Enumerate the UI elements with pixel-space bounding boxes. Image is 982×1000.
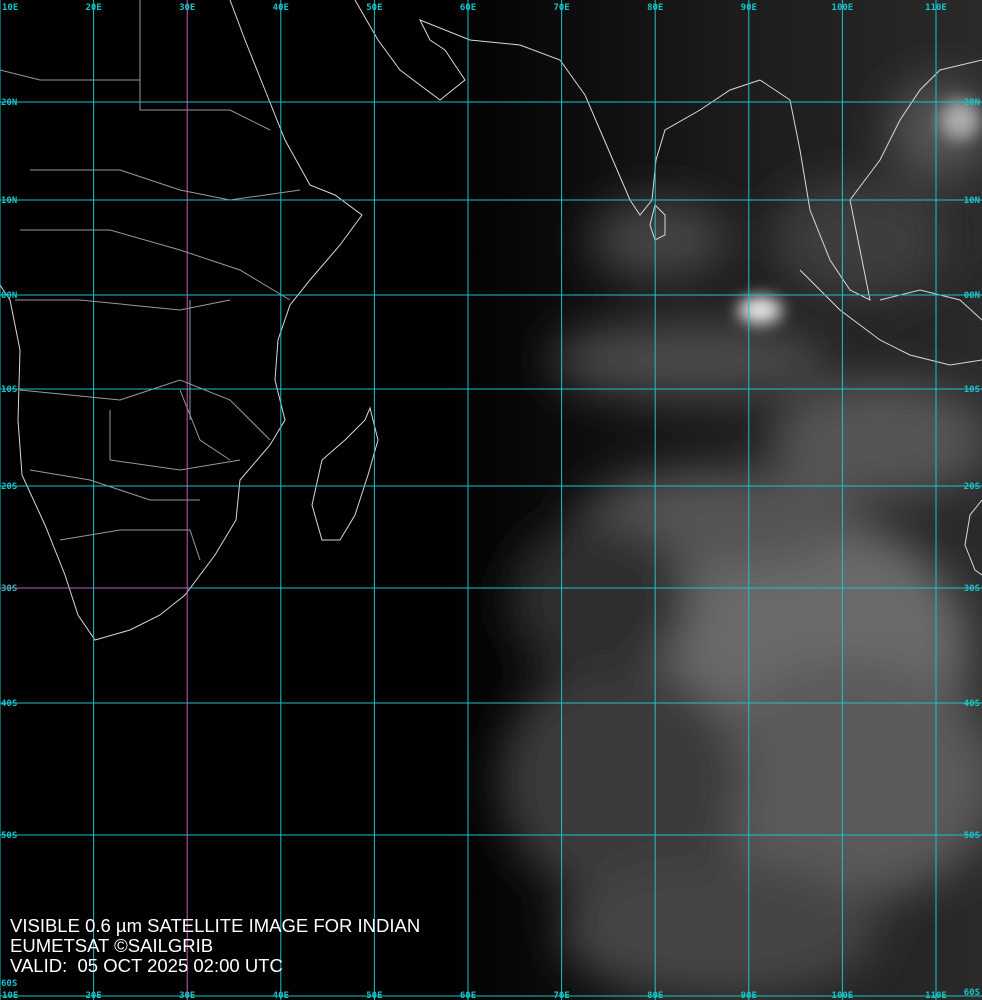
madagascar-coastline	[311, 406, 379, 541]
lat-label-right: 40S	[964, 699, 980, 709]
lat-label-left: 00N	[1, 291, 17, 301]
lon-label-top: 20E	[85, 3, 101, 13]
lat-label-right: 30S	[964, 584, 980, 594]
lat-label-right: 60S	[964, 988, 980, 998]
convective-cloud	[738, 296, 782, 324]
arabia-coastline	[354, 0, 586, 101]
africa-coastline	[0, 0, 363, 641]
lon-label-top: 50E	[366, 3, 382, 13]
lon-label-top: 10E	[2, 3, 18, 13]
lon-label-top: 30E	[179, 3, 195, 13]
lat-label-right: 20N	[964, 98, 980, 108]
lon-label-top: 110E	[925, 3, 947, 13]
lat-label-left: 20S	[1, 482, 17, 492]
australia-coastline	[964, 499, 982, 576]
lon-label-top: 40E	[273, 3, 289, 13]
caption-valid-time: VALID: 05 OCT 2025 02:00 UTC	[10, 955, 283, 976]
lon-label-top: 100E	[832, 3, 854, 13]
lat-label-left: 40S	[1, 699, 17, 709]
lon-label-top: 70E	[553, 3, 569, 13]
lat-label-left: 30S	[1, 584, 17, 594]
lat-label-left: 50S	[1, 831, 17, 841]
caption-title: VISIBLE 0.6 µm SATELLITE IMAGE FOR INDIA…	[10, 915, 421, 936]
storm-cloud	[940, 100, 980, 140]
lat-label-left: 60S	[1, 979, 17, 989]
image-caption: VISIBLE 0.6 µm SATELLITE IMAGE FOR INDIA…	[10, 916, 420, 976]
caption-credit: EUMETSAT ©SAILGRIB	[10, 935, 214, 956]
lat-label-right: 00N	[964, 291, 980, 301]
lon-label-top: 80E	[647, 3, 663, 13]
lat-label-right: 10S	[964, 385, 980, 395]
lon-label-top: 90E	[741, 3, 757, 13]
lat-label-right: 10N	[964, 196, 980, 206]
cloud-layer	[500, 80, 982, 1000]
lat-label-right: 50S	[964, 831, 980, 841]
sri-lanka-coastline	[649, 204, 666, 241]
lat-label-right: 20S	[964, 482, 980, 492]
lat-label-left: 20N	[1, 98, 17, 108]
lon-label-top: 60E	[460, 3, 476, 13]
africa-borders	[0, 0, 301, 561]
lat-label-left: 10S	[1, 385, 17, 395]
lat-label-left: 10N	[1, 196, 17, 206]
